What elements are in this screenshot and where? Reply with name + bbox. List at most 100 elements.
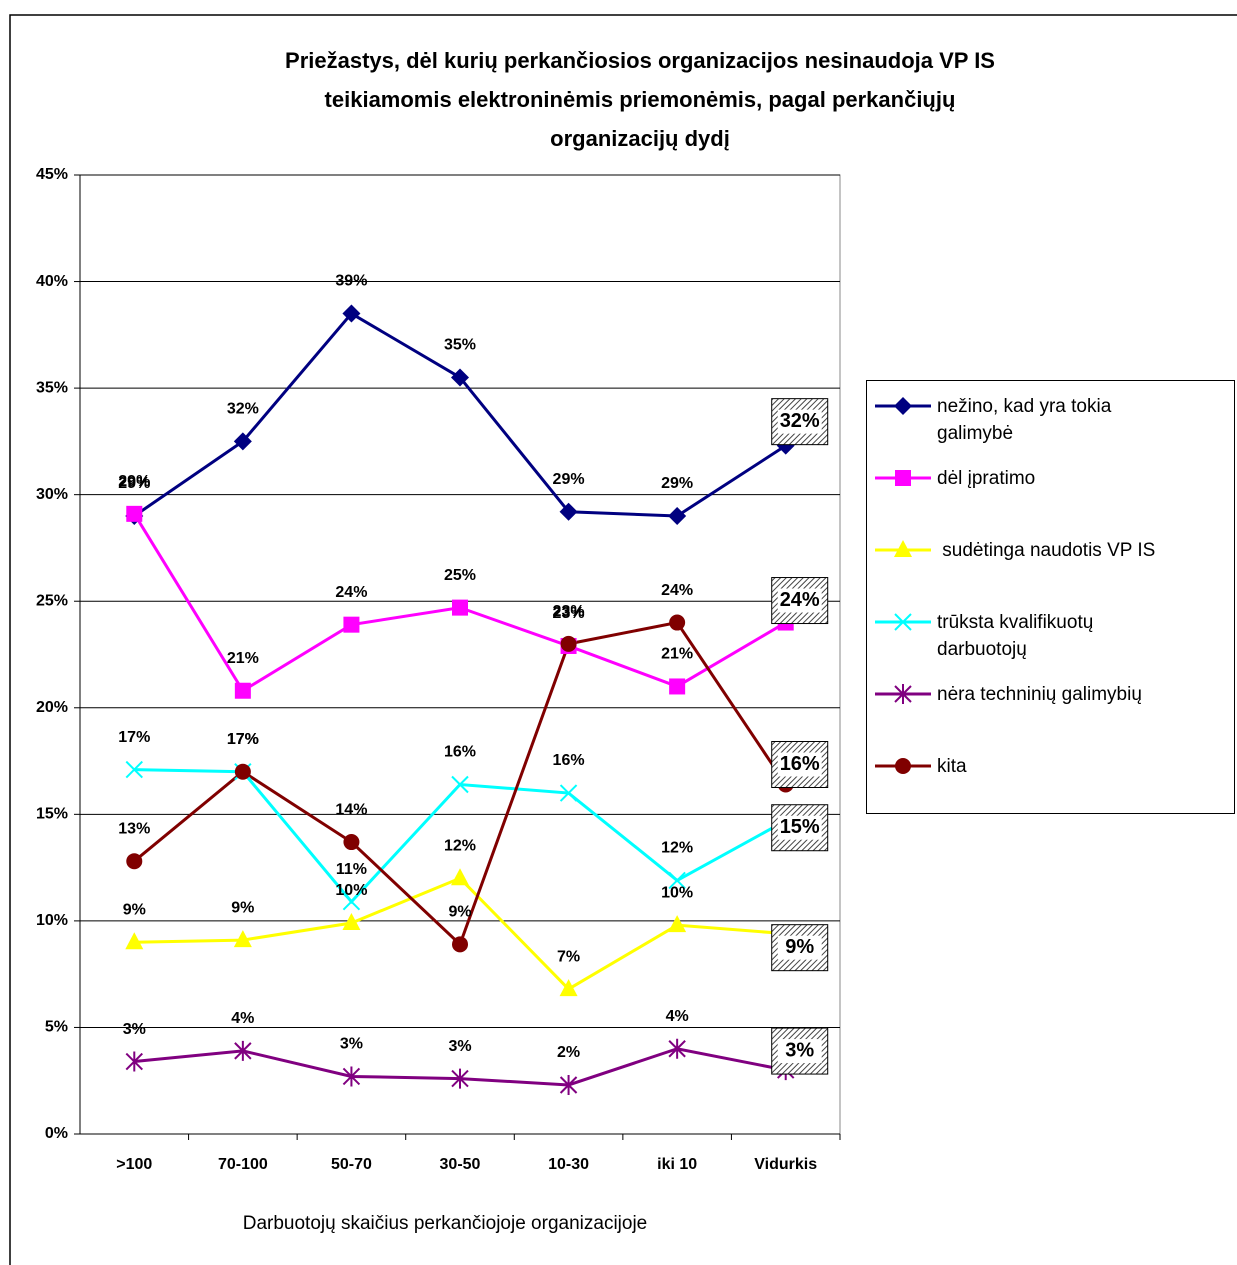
data-label: 25% (444, 567, 476, 584)
data-label: 23% (553, 603, 585, 620)
label-box-inner (777, 752, 822, 777)
marker (125, 932, 144, 950)
y-tick-label: 30% (36, 486, 68, 503)
marker (234, 763, 251, 780)
marker (894, 397, 912, 415)
marker (342, 304, 361, 323)
marker (895, 758, 911, 774)
label-box-inner (777, 1039, 822, 1064)
legend-swatch (875, 470, 931, 486)
data-label: 10% (335, 882, 367, 899)
marker (559, 979, 578, 997)
marker (343, 834, 360, 851)
y-tick-label: 20% (36, 699, 68, 716)
data-label: 16% (553, 752, 585, 769)
data-label: 24% (661, 582, 693, 599)
marker (559, 1074, 578, 1095)
legend-item: kita (873, 753, 1233, 780)
legend-swatch (875, 684, 931, 704)
data-label: 21% (661, 646, 693, 663)
data-label: 39% (335, 273, 367, 290)
data-label: 32% (780, 410, 820, 432)
data-label: 12% (661, 840, 693, 857)
marker (668, 915, 687, 933)
data-label: 3% (448, 1038, 471, 1055)
legend-label: dėl įpratimo (937, 468, 1036, 489)
marker (452, 936, 468, 953)
data-label: 11% (336, 861, 367, 878)
x-tick-label: iki 10 (657, 1156, 697, 1173)
plot-area (79, 174, 841, 1135)
data-label: 23% (553, 605, 585, 622)
y-tick-label: 10% (36, 912, 68, 929)
marker (452, 599, 468, 616)
x-axis-label: Darbuotojų skaičius perkančiojoje organi… (243, 1213, 648, 1234)
marker (234, 1040, 252, 1061)
data-label: 24% (335, 584, 367, 601)
chart-title: teikiamomis elektroninėmis priemonėmis, … (324, 87, 956, 112)
chart-title: Priežastys, dėl kurių perkančiosios orga… (285, 48, 995, 73)
legend-label: nėra techninių galimybių (937, 684, 1142, 705)
data-label: 9% (123, 901, 146, 918)
x-tick-label: 70-100 (218, 1156, 268, 1173)
marker (451, 1068, 469, 1089)
x-tick-label: 50-70 (331, 1156, 372, 1173)
data-label: 16% (444, 744, 476, 761)
legend-item: nežino, kad yra tokia galimybė (873, 393, 1233, 447)
data-label: 29% (553, 471, 585, 488)
data-label: 17% (227, 731, 259, 748)
marker (342, 1066, 361, 1087)
marker (342, 913, 361, 931)
marker (668, 871, 686, 890)
marker (669, 614, 686, 631)
marker (342, 893, 361, 911)
legend-item: trūksta kvalifikuotų darbuotojų (873, 609, 1233, 663)
legend-label: sudėtinga naudotis VP IS (937, 540, 1156, 561)
marker (233, 930, 252, 948)
data-label: 15% (780, 816, 820, 838)
label-box-inner (777, 815, 822, 840)
x-tick-label: Vidurkis (754, 1156, 817, 1173)
x-tick-label: 10-30 (548, 1156, 589, 1173)
data-label: 16% (780, 753, 820, 775)
marker (451, 775, 469, 794)
y-tick-label: 40% (36, 273, 68, 290)
legend-swatch (875, 613, 931, 631)
marker (894, 684, 912, 704)
marker (343, 616, 360, 633)
marker (234, 682, 251, 699)
data-label: 29% (118, 475, 150, 492)
marker (894, 540, 912, 557)
legend-item: nėra techninių galimybių (873, 681, 1233, 708)
data-label: 32% (227, 401, 259, 418)
data-label: 14% (335, 801, 367, 818)
data-label: 9% (231, 899, 254, 916)
y-tick-label: 45% (36, 166, 68, 183)
y-tick-label: 25% (36, 592, 68, 609)
data-label: 21% (227, 650, 259, 667)
marker (894, 613, 912, 631)
legend-swatch (875, 397, 931, 415)
marker (125, 760, 143, 779)
data-label: 4% (231, 1010, 254, 1027)
data-label: 29% (661, 475, 693, 492)
marker (560, 635, 577, 652)
label-box-inner (777, 409, 822, 434)
legend-swatch (875, 540, 931, 557)
marker (559, 784, 578, 802)
legend-label: trūksta kvalifikuotų darbuotojų (937, 612, 1099, 660)
y-tick-label: 5% (45, 1019, 68, 1036)
marker (559, 502, 578, 521)
data-label: 7% (557, 948, 580, 965)
legend: nežino, kad yra tokia galimybė dėl įprati… (866, 380, 1235, 814)
data-label: 4% (666, 1008, 689, 1025)
legend-swatch (875, 758, 931, 774)
data-label: 3% (785, 1039, 814, 1061)
legend-item: sudėtinga naudotis VP IS (873, 537, 1233, 564)
data-label: 2% (557, 1044, 580, 1061)
legend-item: dėl įpratimo (873, 465, 1233, 492)
label-box-inner (777, 588, 822, 613)
frame (9, 14, 1237, 1265)
data-label: 3% (123, 1021, 146, 1038)
